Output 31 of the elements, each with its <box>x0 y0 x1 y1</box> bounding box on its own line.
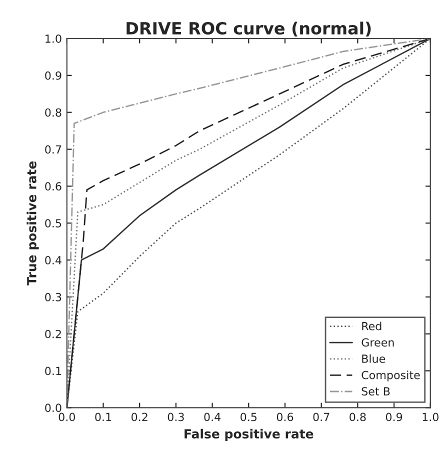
x-tick-label: 0.3 <box>168 412 184 422</box>
legend-label: Blue <box>362 354 386 363</box>
x-tick-label: 0.4 <box>204 412 221 422</box>
legend-label: Green <box>362 338 394 347</box>
y-tick-label: 0.8 <box>45 108 62 117</box>
y-tick-label: 0.2 <box>45 330 61 338</box>
x-tick-label: 0.0 <box>58 412 75 422</box>
y-tick-label: 0.4 <box>45 256 62 264</box>
y-tick-label: 1.0 <box>46 34 62 43</box>
x-tick-label: 0.8 <box>350 412 366 422</box>
x-tick-label: 0.6 <box>276 412 294 422</box>
legend-label: Red <box>362 322 382 330</box>
legend-label: Set B <box>362 387 390 396</box>
x-tick-label: 0.9 <box>386 412 402 422</box>
x-tick-label: 0.1 <box>95 412 112 422</box>
y-tick-label: 0.5 <box>45 219 62 228</box>
y-tick-label: 0.7 <box>45 145 62 154</box>
legend-label: Composite <box>362 370 420 382</box>
x-tick-label: 0.2 <box>131 412 148 422</box>
chart-title: DRIVE ROC curve (normal) <box>126 22 371 37</box>
y-tick-label: 0.3 <box>45 292 62 302</box>
y-axis-title: True positive rate <box>26 161 39 286</box>
x-tick-label: 0.5 <box>240 412 257 422</box>
y-tick-label: 0.1 <box>45 366 62 376</box>
x-axis-title: False positive rate <box>184 428 314 441</box>
y-tick-label: 0.0 <box>45 404 62 412</box>
line-series <box>66 38 430 408</box>
y-tick-label: 0.6 <box>45 182 62 191</box>
x-tick-label: 0.7 <box>313 412 330 422</box>
x-tick-label: 1.0 <box>422 412 438 422</box>
y-tick-label: 0.9 <box>45 71 62 80</box>
